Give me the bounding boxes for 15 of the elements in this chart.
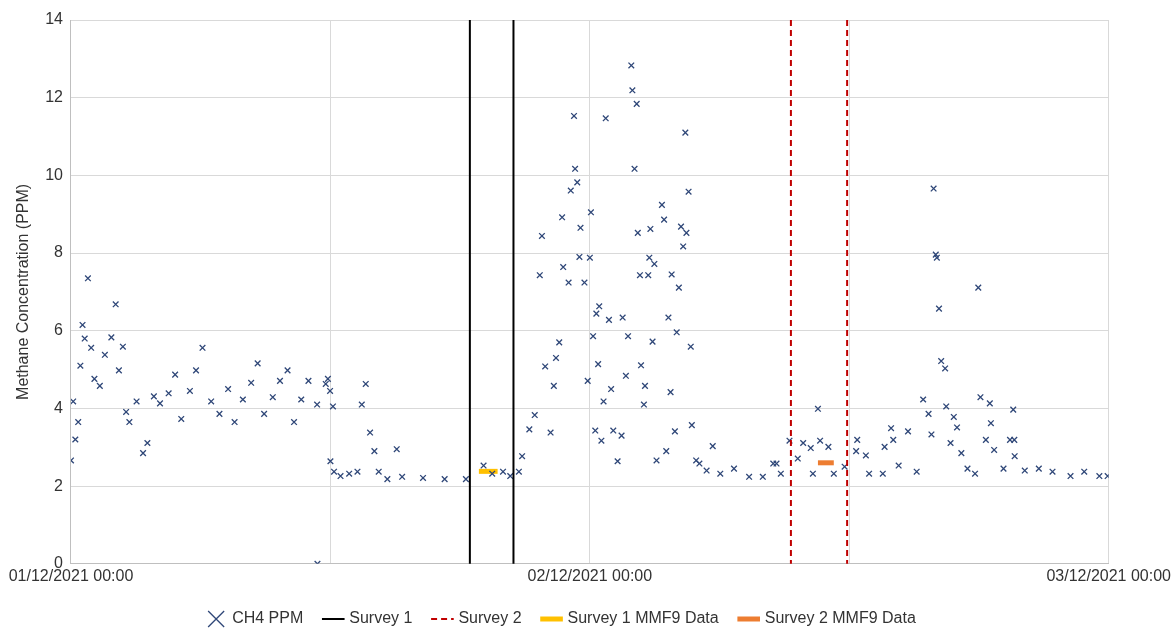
y-axis-title: Methane Concentration (PPM) [14, 183, 32, 400]
x-tick-label: 03/12/2021 00:00 [1046, 566, 1172, 584]
legend-label: Survey 2 [458, 609, 522, 627]
y-tick-label: 12 [45, 88, 64, 106]
legend-label: Survey 2 MMF9 Data [764, 609, 916, 627]
y-tick-label: 2 [54, 476, 64, 494]
y-tick-label: 10 [45, 165, 64, 183]
x-tick-label: 02/12/2021 00:00 [527, 566, 653, 584]
y-tick-label: 6 [54, 321, 64, 339]
y-tick-label: 4 [54, 398, 64, 416]
legend-label: Survey 1 MMF9 Data [567, 609, 719, 627]
legend-label: CH4 PPM [232, 609, 304, 627]
legend-label: Survey 1 [349, 609, 413, 627]
y-tick-label: 8 [54, 243, 64, 261]
y-tick-label: 14 [45, 10, 64, 28]
